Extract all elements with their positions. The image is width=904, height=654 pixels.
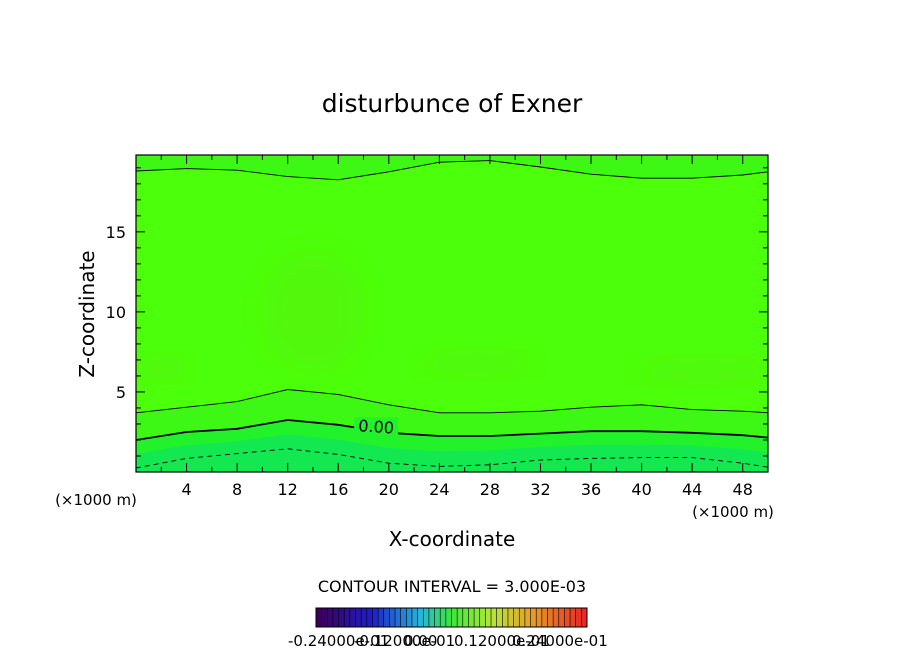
colorbar-cell	[519, 608, 526, 627]
colorbar-cell	[541, 608, 548, 627]
contour-fill	[136, 155, 768, 472]
colorbar-cell	[428, 608, 436, 627]
band-top	[136, 155, 768, 180]
colorbar-cell	[361, 608, 368, 627]
x-tick-label: 12	[278, 480, 298, 499]
x-tick-label: 44	[682, 480, 702, 499]
colorbar-cell	[513, 608, 520, 627]
colorbar-cell	[378, 608, 385, 627]
colorbar-cell	[366, 608, 373, 627]
colorbar-cell	[468, 608, 475, 627]
colorbar-cell	[507, 608, 515, 627]
colorbar-cell	[395, 608, 402, 627]
contour-label-gap	[354, 417, 399, 436]
colorbar-label: -0.24000e-01	[288, 632, 389, 650]
colorbar-label: -0.12000e-01	[354, 632, 455, 650]
y-tick-label: 10	[106, 303, 126, 322]
contour-interval-text: CONTOUR INTERVAL = 3.000E-03	[318, 577, 586, 596]
colorbar-cell	[338, 608, 345, 627]
colorbar-cell	[496, 608, 503, 627]
colorbar-cell	[411, 608, 419, 627]
x-tick-label: 36	[581, 480, 601, 499]
colorbar-label: 0.24000e-01	[512, 632, 608, 650]
colorbar-cell	[502, 608, 509, 627]
x-tick-label: 20	[379, 480, 399, 499]
y-tick-labels: 5 10 15	[106, 223, 126, 402]
colorbar-cell	[451, 608, 458, 627]
colorbar-cell	[332, 608, 340, 627]
x-tick-label: 4	[181, 480, 191, 499]
colorbar-frame	[315, 607, 588, 628]
colorbar-cell	[423, 608, 430, 627]
highlight-1	[136, 355, 187, 381]
colorbar-cell	[389, 608, 396, 627]
colorbar-cell	[547, 608, 554, 627]
colorbar-cell	[553, 608, 560, 627]
colorbar-cell	[349, 608, 357, 627]
colorbar-label: 0.12000e-01	[454, 632, 550, 650]
colorbar-cell	[344, 608, 351, 627]
colorbar-cell	[417, 608, 424, 627]
colorbar-cell	[558, 608, 565, 627]
x-tick-label: 32	[530, 480, 550, 499]
colorbar-cell	[524, 608, 532, 627]
colorbar-cell	[457, 608, 464, 627]
band-negative-mid	[136, 434, 768, 472]
colorbar	[315, 607, 588, 628]
colorbar-labels: -0.24000e-01-0.12000e-010.00 0.12000e-010…	[288, 632, 608, 650]
colorbar-cell	[491, 608, 498, 627]
colorbar-cell	[434, 608, 441, 627]
x-tick-label: 40	[631, 480, 651, 499]
x-tick-label: 48	[733, 480, 753, 499]
contour-negative	[136, 448, 768, 469]
colorbar-cell	[530, 608, 537, 627]
y-axis-label: Z-coordinate	[75, 250, 99, 377]
colorbar-cell	[406, 608, 413, 627]
x-tick-label: 24	[429, 480, 449, 499]
contour-lower-positive	[136, 389, 768, 414]
contour-lines: 0.00	[136, 160, 768, 469]
contour-upper	[136, 160, 768, 181]
colorbar-cell	[445, 608, 452, 627]
colorbar-label: 0.00	[404, 632, 437, 650]
colorbar-cell	[479, 608, 486, 627]
x-tick-labels: 4 8 12 16 20 24 28 32 36 40 44 48	[181, 480, 752, 499]
x-unit-left: (×1000 m)	[55, 491, 137, 509]
x-tick-label: 28	[480, 480, 500, 499]
y-tick-label: 5	[116, 383, 126, 402]
colorbar-cell	[383, 608, 390, 627]
contour-zero	[136, 419, 768, 441]
y-tick-label: 15	[106, 223, 126, 242]
colorbar-cell	[316, 608, 323, 627]
colorbar-cell	[575, 608, 582, 627]
x-tick-label: 16	[328, 480, 348, 499]
highlight-2	[426, 350, 528, 376]
chart-title: disturbunce of Exner	[322, 89, 583, 118]
colorbar-cell	[462, 608, 469, 627]
highlight-3	[641, 358, 768, 384]
colorbar-cell	[474, 608, 481, 627]
plot-frame	[135, 154, 769, 473]
contour-label: 0.00	[358, 416, 395, 437]
colorbar-cell	[355, 608, 362, 627]
colorbar-cell	[327, 608, 334, 627]
x-axis-label: X-coordinate	[389, 527, 516, 551]
colorbar-cell	[372, 608, 379, 627]
highlight-0	[262, 254, 364, 370]
colorbar-cell	[400, 608, 407, 627]
colorbar-cell	[581, 608, 588, 627]
x-tick-label: 8	[232, 480, 242, 499]
colorbar-cell	[570, 608, 577, 627]
colorbar-cell	[440, 608, 447, 627]
colorbar-cell	[564, 608, 571, 627]
colorbar-cell	[485, 608, 492, 627]
x-unit-right: (×1000 m)	[692, 503, 774, 521]
colorbar-cell	[321, 608, 328, 627]
colorbar-cell	[536, 608, 543, 627]
axis-ticks	[136, 155, 768, 472]
